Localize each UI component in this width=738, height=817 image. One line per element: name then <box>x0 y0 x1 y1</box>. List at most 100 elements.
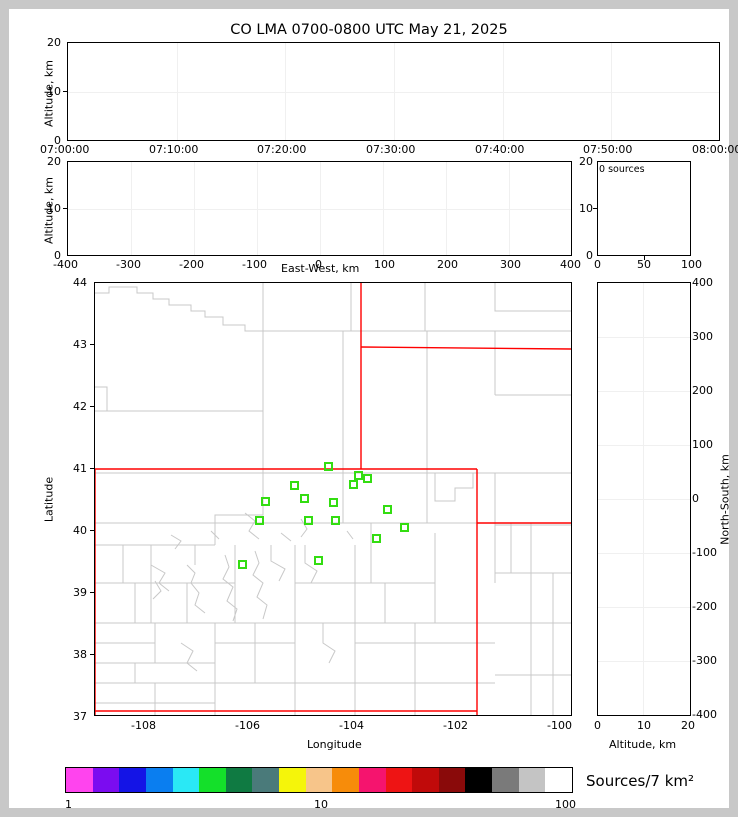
tick-label: 200 <box>437 258 458 271</box>
tick-label: -108 <box>131 719 156 732</box>
lightning-source-marker <box>290 481 299 490</box>
tick-label: 0 <box>594 719 601 732</box>
tick-label: 10 <box>47 85 61 98</box>
colorbar-segment <box>545 768 572 792</box>
tick-label: 400 <box>692 276 713 289</box>
colorbar-segment <box>199 768 226 792</box>
figure-canvas: CO LMA 0700-0800 UTC May 21, 2025 20 1 0 … <box>9 9 738 811</box>
lightning-source-marker <box>238 560 247 569</box>
lightning-source-marker <box>331 516 340 525</box>
tick-label: -104 <box>339 719 364 732</box>
tick-label: 300 <box>692 330 713 343</box>
colorbar-segment <box>332 768 359 792</box>
colorbar-label: Sources/7 km² <box>586 772 695 790</box>
tick-label: 20 <box>47 36 61 49</box>
axis-label-north-south: North-South, km <box>718 454 732 545</box>
tick-label: 200 <box>692 384 713 397</box>
tick-label: 0 <box>586 249 593 262</box>
tick-label: 38 <box>73 648 87 661</box>
colorbar-segment <box>66 768 93 792</box>
tick-label: -200 <box>692 600 717 613</box>
tick-label: -106 <box>235 719 260 732</box>
tick-label: 20 <box>47 155 61 168</box>
tick-label: 0 <box>692 492 699 505</box>
lightning-source-marker <box>363 474 372 483</box>
tick-label: 37 <box>73 710 87 723</box>
tick-label: 43 <box>73 338 87 351</box>
source-count-annotation: 0 sources <box>599 164 645 175</box>
tick-label: 0 <box>315 258 322 271</box>
colorbar-segment <box>438 768 466 792</box>
tick-label: 20 <box>579 155 593 168</box>
lightning-source-marker <box>400 523 409 532</box>
map-geography <box>95 283 571 715</box>
lightning-source-marker <box>261 497 270 506</box>
tick-label: 08:00:00 <box>692 143 738 156</box>
axis-label-longitude: Longitude <box>307 738 362 751</box>
tick-label: 100 <box>692 438 713 451</box>
tick-label: -100 <box>692 546 717 559</box>
tick-label: 400 <box>560 258 581 271</box>
axis-label-east-west: East-West, km <box>281 262 360 275</box>
colorbar-segment <box>225 768 253 792</box>
colorbar-segment <box>172 768 200 792</box>
figure-title: CO LMA 0700-0800 UTC May 21, 2025 <box>230 22 508 38</box>
east-west-height-panel[interactable] <box>67 161 572 256</box>
lightning-source-marker <box>255 516 264 525</box>
tick-label: 07:20:00 <box>257 143 307 156</box>
axis-label-altitude-ns: Altitude, km <box>609 738 677 751</box>
colorbar[interactable] <box>65 767 573 793</box>
tick-label: 07:40:00 <box>475 143 525 156</box>
tick-label: -400 <box>692 708 717 721</box>
tick-label: 41 <box>73 462 87 475</box>
colorbar-segment <box>252 768 279 792</box>
tick-label: 100 <box>374 258 395 271</box>
tick-label: 50 <box>637 258 651 271</box>
tick-label: -100 <box>547 719 572 732</box>
colorbar-segment <box>412 768 439 792</box>
tick-label: 42 <box>73 400 87 413</box>
tick-label: 300 <box>500 258 521 271</box>
lightning-source-marker <box>314 556 323 565</box>
tick-label: -100 <box>242 258 267 271</box>
tick-label: 07:00:00 <box>40 143 90 156</box>
colorbar-segment <box>305 768 333 792</box>
tick-label: -400 <box>53 258 78 271</box>
colorbar-tick-label: 100 <box>555 798 576 811</box>
plan-view-map-panel[interactable] <box>94 282 572 716</box>
time-height-panel[interactable] <box>67 42 720 141</box>
lightning-source-marker <box>300 494 309 503</box>
lightning-source-marker <box>383 505 392 514</box>
tick-label: 10 <box>47 202 61 215</box>
tick-label: 39 <box>73 586 87 599</box>
axis-label-latitude: Latitude <box>42 476 56 523</box>
north-south-height-panel[interactable] <box>597 282 691 716</box>
tick-label: 100 <box>681 258 702 271</box>
tick-label: 10 <box>637 719 651 732</box>
axis-label-altitude: Altitude, km <box>42 176 56 245</box>
colorbar-segment <box>279 768 306 792</box>
tick-label: 07:30:00 <box>366 143 416 156</box>
colorbar-segment <box>385 768 413 792</box>
tick-label: 10 <box>579 202 593 215</box>
colorbar-segment <box>492 768 519 792</box>
altitude-histogram-panel[interactable]: 0 sources <box>597 161 691 256</box>
colorbar-tick-label: 10 <box>314 798 328 811</box>
colorbar-segment <box>145 768 173 792</box>
tick-label: 0 <box>54 249 61 262</box>
colorbar-segment <box>518 768 546 792</box>
lightning-source-marker <box>329 498 338 507</box>
tick-label: -200 <box>179 258 204 271</box>
lightning-source-marker <box>324 462 333 471</box>
tick-label: -300 <box>692 654 717 667</box>
tick-label: 20 <box>681 719 695 732</box>
tick-label: 07:10:00 <box>149 143 199 156</box>
axis-label-altitude: Altitude, km <box>42 59 56 128</box>
tick-label: 0 <box>54 134 61 147</box>
tick-label: 0 <box>594 258 601 271</box>
tick-label: 40 <box>73 524 87 537</box>
lightning-source-marker <box>349 480 358 489</box>
colorbar-segment <box>358 768 386 792</box>
colorbar-tick-label: 1 <box>65 798 72 811</box>
lightning-source-marker <box>354 471 363 480</box>
